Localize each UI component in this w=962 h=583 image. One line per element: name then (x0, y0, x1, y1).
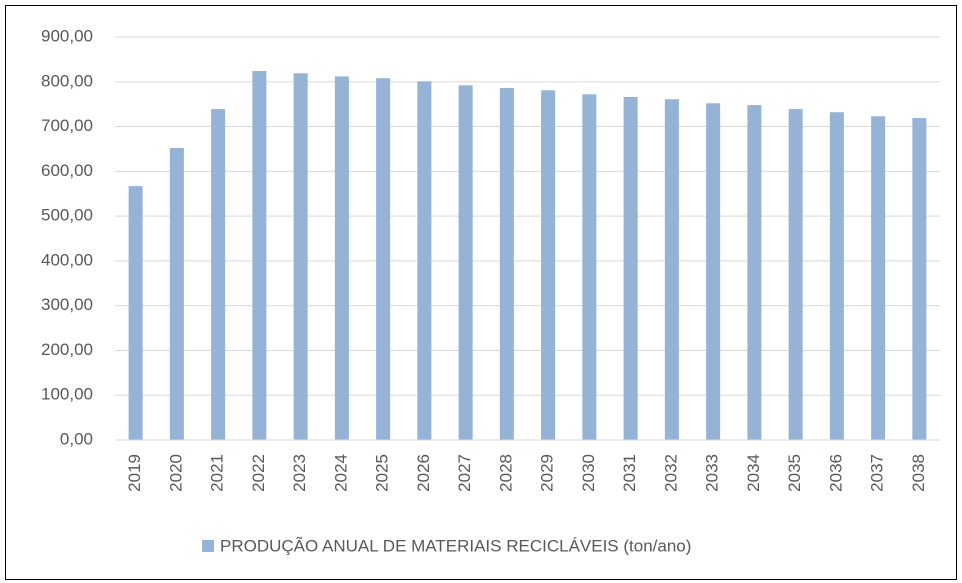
y-tick-label: 400,00 (41, 250, 93, 269)
x-tick-label: 2031 (620, 454, 639, 492)
x-tick-label: 2023 (290, 454, 309, 492)
x-tick-label: 2027 (455, 454, 474, 492)
x-tick-label: 2024 (331, 454, 350, 492)
y-tick-label: 100,00 (41, 385, 93, 404)
bar (747, 105, 762, 440)
chart-border (5, 5, 957, 580)
bar (417, 81, 432, 440)
x-tick-label: 2033 (703, 454, 722, 492)
bar (376, 78, 391, 440)
x-tick-label: 2020 (166, 454, 185, 492)
bar (706, 103, 721, 440)
legend-swatch (202, 540, 214, 552)
x-tick-label: 2036 (826, 454, 845, 492)
legend-label: PRODUÇÃO ANUAL DE MATERIAIS RECICLÁVEIS … (220, 536, 691, 555)
bar (211, 109, 226, 440)
bar (499, 88, 514, 441)
bar (541, 90, 556, 440)
x-tick-label: 2037 (868, 454, 887, 492)
x-tick-label: 2019 (125, 454, 144, 492)
bar (912, 118, 927, 440)
bar (871, 116, 886, 441)
y-tick-label: 200,00 (41, 340, 93, 359)
x-tick-label: 2038 (909, 454, 928, 492)
x-tick-label: 2030 (579, 454, 598, 492)
x-tick-label: 2029 (538, 454, 557, 492)
x-tick-label: 2035 (785, 454, 804, 492)
x-tick-label: 2021 (208, 454, 227, 492)
bar (128, 186, 143, 440)
bar (664, 99, 679, 440)
x-tick-label: 2025 (373, 454, 392, 492)
y-tick-label: 500,00 (41, 206, 93, 225)
x-tick-label: 2034 (744, 454, 763, 492)
x-tick-label: 2028 (496, 454, 515, 492)
bar (252, 71, 267, 440)
bar (623, 97, 638, 440)
y-tick-label: 0,00 (60, 429, 93, 448)
y-tick-label: 800,00 (41, 71, 93, 90)
bar (788, 109, 803, 440)
y-tick-label: 900,00 (41, 26, 93, 45)
bar (582, 94, 597, 440)
bar (334, 76, 349, 440)
bar (829, 112, 844, 440)
x-tick-label: 2022 (249, 454, 268, 492)
x-tick-label: 2026 (414, 454, 433, 492)
bar (293, 73, 308, 441)
y-tick-label: 300,00 (41, 295, 93, 314)
bar (169, 148, 184, 440)
y-tick-label: 700,00 (41, 116, 93, 135)
bar (458, 85, 473, 441)
x-tick-label: 2032 (661, 454, 680, 492)
y-tick-label: 600,00 (41, 161, 93, 180)
